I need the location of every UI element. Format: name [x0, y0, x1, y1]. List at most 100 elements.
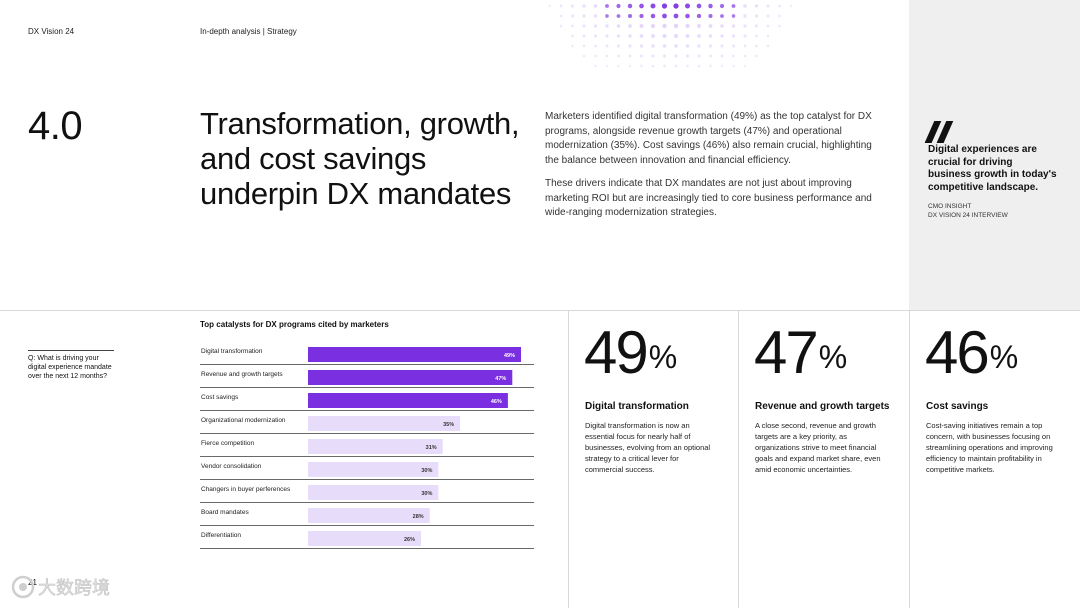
- decor-dot: [650, 3, 656, 9]
- decor-dot: [650, 23, 656, 29]
- survey-question: Q: What is driving your digital experien…: [28, 355, 112, 380]
- stat-title: Cost savings: [926, 401, 989, 412]
- decor-dot: [673, 13, 679, 19]
- data-label: 28%: [413, 514, 424, 520]
- decor-dot: [651, 54, 655, 58]
- decor-dot: [743, 54, 747, 58]
- bar: [308, 393, 508, 408]
- decor-dot: [628, 24, 632, 28]
- decor-dot: [628, 34, 632, 38]
- decor-dot: [696, 13, 702, 19]
- row-rule: [200, 502, 534, 503]
- decor-dot: [650, 13, 656, 19]
- decor-dot: [582, 44, 586, 48]
- decor-dot: [639, 34, 644, 38]
- decor-dot: [719, 3, 725, 9]
- decor-dot: [662, 13, 667, 19]
- decor-dot: [639, 24, 644, 28]
- decor-dot: [559, 4, 563, 8]
- intro-paragraph-2: These drivers indicate that DX mandates …: [545, 178, 872, 218]
- section-number: 4.0: [28, 104, 83, 148]
- decor-dot: [662, 44, 667, 48]
- bar: [308, 416, 461, 431]
- bar: [308, 347, 521, 362]
- decor-dot: [662, 23, 667, 29]
- decor-dot: [685, 3, 690, 9]
- decor-dot: [720, 34, 724, 38]
- data-label: 47%: [495, 376, 506, 382]
- quote-source: CMO INSIGHT: [928, 203, 972, 210]
- decor-dot: [582, 54, 586, 58]
- decor-dot: [789, 4, 793, 8]
- stat-description: A close second, revenue and growth targe…: [755, 421, 881, 474]
- decor-dot: [617, 54, 620, 58]
- decor-dot: [605, 14, 609, 18]
- decor-dot: [685, 34, 690, 38]
- decor-dot: [639, 3, 644, 9]
- decor-dot: [720, 14, 724, 18]
- decor-dot: [755, 44, 758, 48]
- decor-dot: [627, 13, 633, 19]
- decor-dot: [766, 4, 770, 8]
- stat-value: 49%: [584, 319, 678, 386]
- data-label: 49%: [504, 353, 515, 359]
- category-label: Organizational modernization: [201, 417, 286, 424]
- decor-dot: [594, 64, 597, 68]
- decor-dot: [639, 44, 644, 48]
- decor-dot: [743, 44, 747, 48]
- decor-dot: [559, 14, 563, 18]
- data-label: 30%: [421, 491, 432, 497]
- decor-dot: [640, 64, 643, 68]
- decor-dot: [708, 24, 713, 28]
- decor-dot: [720, 54, 724, 58]
- decor-dot: [593, 4, 598, 8]
- decor-dot: [582, 4, 586, 8]
- decor-dot: [616, 34, 621, 38]
- stat-description: Digital transformation is now an essenti…: [585, 421, 711, 474]
- decor-dot: [582, 24, 586, 28]
- category-label: Cost savings: [201, 394, 239, 401]
- decor-dot: [640, 54, 643, 58]
- decor-dot: [571, 44, 574, 48]
- decor-dot: [697, 24, 701, 28]
- section-divider: [0, 310, 1080, 311]
- decor-dot: [685, 13, 690, 19]
- decor-dot: [605, 64, 609, 68]
- stat-title: Digital transformation: [585, 401, 689, 412]
- decor-dot: [766, 24, 770, 28]
- decor-dot: [743, 4, 747, 8]
- row-rule: [200, 525, 534, 526]
- decor-dot: [628, 44, 632, 48]
- decor-dot: [731, 34, 736, 38]
- decor-dot: [697, 44, 701, 48]
- dot-pattern-decoration: [548, 3, 793, 68]
- decor-dot: [685, 23, 690, 29]
- question-rule: [28, 350, 114, 351]
- decor-dot: [732, 44, 735, 48]
- decor-dot: [651, 64, 655, 68]
- page-title: Transformation, growth, and cost savings…: [200, 106, 520, 211]
- decor-dot: [651, 44, 655, 48]
- decor-dot: [697, 64, 701, 68]
- decor-dot: [605, 44, 609, 48]
- decor-dot: [743, 24, 747, 28]
- category-label: Revenue and growth targets: [201, 371, 283, 378]
- bar: [308, 462, 439, 477]
- decor-dot: [673, 23, 679, 29]
- decor-dot: [778, 4, 781, 8]
- decor-dot: [639, 13, 644, 19]
- decor-dot: [628, 54, 632, 58]
- decor-dot: [755, 54, 758, 58]
- decor-dot: [708, 44, 713, 48]
- decor-dot: [731, 24, 736, 28]
- decor-dot: [674, 44, 678, 48]
- decor-dot: [697, 34, 701, 38]
- category-label: Vendor consolidation: [201, 463, 262, 470]
- decor-dot: [743, 34, 747, 38]
- bar: [308, 370, 513, 385]
- decor-dot: [708, 34, 713, 38]
- decor-dot: [662, 54, 667, 58]
- decor-dot: [685, 44, 690, 48]
- decor-dot: [720, 24, 724, 28]
- decor-dot: [548, 4, 551, 8]
